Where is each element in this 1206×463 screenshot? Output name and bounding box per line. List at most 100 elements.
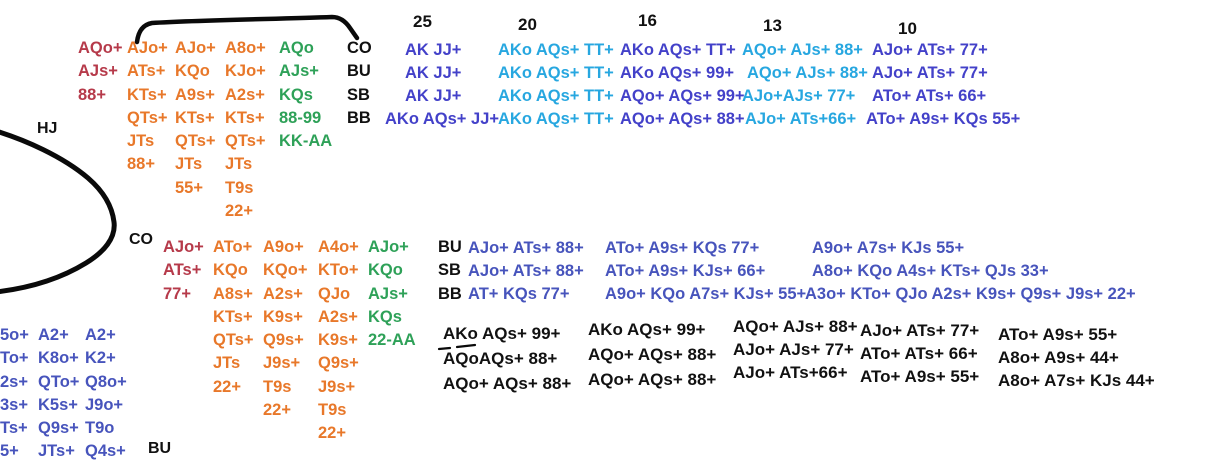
range-text: JTs+	[38, 442, 75, 461]
range-text: ATo+ A9s+ 55+	[860, 367, 980, 386]
range-text: JTs	[175, 155, 203, 174]
range-text: 5+	[0, 442, 19, 461]
hj-orange-col-1: AJo+ ATs+ KTs+ QTs+ JTs 88+	[127, 37, 168, 177]
range-10-bu: AJo+ ATs+ 77+	[872, 64, 988, 82]
range-text: BU	[438, 238, 462, 256]
hj-red-col: AQo+ AJs+ 88+	[78, 37, 122, 107]
range-text: KJo+	[225, 62, 266, 81]
range-text: Q9s+	[318, 354, 359, 373]
range-20-co: AKo AQs+ TT+	[498, 41, 614, 59]
mid-bb-range-2: A9o+ KQo A7s+ KJs+ 55+	[605, 285, 807, 303]
range-text: BU	[347, 62, 371, 81]
mid-bu-range-3: A9o+ A7s+ KJs 55+	[812, 239, 965, 257]
range-text: A4o+	[318, 238, 359, 256]
range-text: ATo+ ATs+ 66+	[860, 344, 978, 363]
range-text: 22+	[213, 377, 241, 396]
range-text: AJs+	[78, 62, 118, 81]
black-col-1: AKo AQs+ 99+ AQoAQs+ 88+ AQo+ AQs+ 88+	[443, 321, 571, 396]
range-text: Q9s+	[263, 331, 304, 350]
range-text: J9s+	[318, 377, 356, 396]
range-text: KQo	[368, 261, 403, 280]
range-text: KK-AA	[279, 132, 333, 151]
range-text: 2s+	[0, 372, 28, 391]
range-text: 88+	[78, 85, 106, 104]
range-text: SB	[438, 261, 461, 280]
bottom-left-col-a: 5o+ To+ 2s+ 3s+ Ts+ 5+	[0, 324, 29, 463]
range-text: AQo	[279, 39, 314, 57]
mid-bu-range-1: AJo+ ATs+ 88+	[468, 239, 584, 257]
range-text: Q9s+	[38, 419, 79, 438]
range-text: 3s+	[0, 395, 28, 414]
range-text: A9s+	[175, 85, 215, 104]
range-text: AJo+	[175, 39, 216, 57]
range-text: QTs+	[225, 132, 266, 151]
range-text: KTs+	[175, 108, 215, 127]
range-text: 88+	[127, 155, 155, 174]
range-text: AQo+ AQs+ 88+	[588, 370, 717, 389]
black-col-3: AQo+ AJs+ 88+ AJo+ AJs+ 77+ AJo+ ATs+66+	[733, 315, 858, 384]
range-text: AJo+	[368, 238, 409, 256]
mid-sb-range-2: ATo+ A9s+ KJs+ 66+	[605, 262, 766, 280]
stack-count-13: 13	[763, 16, 782, 35]
range-text: J9s+	[263, 354, 301, 373]
range-text: 77+	[163, 284, 191, 303]
range-16-sb: AQo+ AQs+ 99+	[620, 87, 745, 105]
bottom-left-col-b: A2+ K8o+ QTo+ K5s+ Q9s+ JTs+	[38, 324, 79, 463]
mid-sb-range-3: A8o+ KQo A4s+ KTs+ QJs 33+	[812, 262, 1049, 280]
range-text: 22+	[225, 202, 253, 221]
black-col-5: ATo+ A9s+ 55+ A8o+ A9s+ 44+ A8o+ A7s+ KJs …	[998, 323, 1155, 392]
mid-bu-range-2: ATo+ A9s+ KQs 77+	[605, 239, 760, 257]
range-16-bb: AQo+ AQs+ 88+	[620, 110, 745, 128]
range-20-bu: AKo AQs+ TT+	[498, 64, 614, 82]
range-text: KQo	[175, 62, 210, 81]
range-10-sb: ATo+ ATs+ 66+	[872, 87, 987, 105]
black-col-4: AJo+ ATs+ 77+ ATo+ ATs+ 66+ ATo+ A9s+ 55+	[860, 319, 979, 388]
range-text: A8o+ A7s+ KJs 44+	[998, 371, 1155, 390]
range-text: JTs	[127, 132, 155, 151]
stack-count-25: 25	[413, 12, 432, 31]
range-text: T9s	[263, 377, 292, 396]
range-text: A2+	[38, 326, 69, 344]
range-13-co: AQo+ AJs+ 88+	[742, 41, 863, 59]
range-text: A8o+ A9s+ 44+	[998, 348, 1119, 367]
range-text: Q8o+	[85, 372, 127, 391]
mid-bb-range-1: AT+ KQs 77+	[468, 285, 570, 303]
range-text: KTs+	[213, 307, 253, 326]
range-13-bb: AJo+ ATs+66+	[745, 110, 857, 128]
range-20-bb: AKo AQs+ TT+	[498, 110, 614, 128]
range-text: ATo+	[213, 238, 253, 256]
range-text: QTs+	[213, 331, 254, 350]
range-16-bu: AKo AQs+ 99+	[620, 64, 735, 82]
range-text: A2s+	[225, 85, 265, 104]
range-text: 22-AA	[368, 331, 416, 350]
range-text: A9o+	[263, 238, 304, 256]
range-text: JTs	[225, 155, 253, 174]
range-text: Ts+	[0, 419, 28, 438]
range-text: ATo+ A9s+ 55+	[998, 325, 1118, 344]
range-16-co: AKo AQs+ TT+	[620, 41, 736, 59]
range-text: KTs+	[127, 85, 167, 104]
range-text: A2+	[85, 326, 116, 344]
co-green-col: AJo+ KQo AJs+ KQs 22-AA	[368, 236, 416, 352]
range-13-bu: AQo+ AJs+ 88+	[747, 64, 868, 82]
range-text: QJo	[318, 284, 351, 303]
range-text: KQo+	[263, 261, 308, 280]
range-text: 5o+	[0, 326, 29, 344]
range-text: AKo AQs+ 99+	[588, 320, 706, 339]
range-text: K9s+	[318, 331, 358, 350]
mid-bb-range-3: A3o+ KTo+ QJo A2s+ K9s+ Q9s+ J9s+ 22+	[805, 285, 1136, 303]
range-13-sb: AJo+AJs+ 77+	[742, 87, 856, 105]
hj-label: HJ	[37, 120, 58, 137]
stack-count-16: 16	[638, 11, 657, 30]
mid-sb-range-1: AJo+ ATs+ 88+	[468, 262, 584, 280]
range-text: ATs+	[163, 261, 202, 280]
range-text: AQo+ AQs+ 88+	[443, 374, 572, 393]
range-text: Q4s+	[85, 442, 126, 461]
hj-ellipse-shape	[0, 129, 117, 294]
range-25-co: AK JJ+	[405, 41, 462, 59]
range-text: QTs+	[127, 108, 168, 127]
range-text: A2s+	[318, 307, 358, 326]
range-10-bb: ATo+ A9s+ KQs 55+	[866, 110, 1021, 128]
range-text: AJo+	[127, 39, 168, 57]
